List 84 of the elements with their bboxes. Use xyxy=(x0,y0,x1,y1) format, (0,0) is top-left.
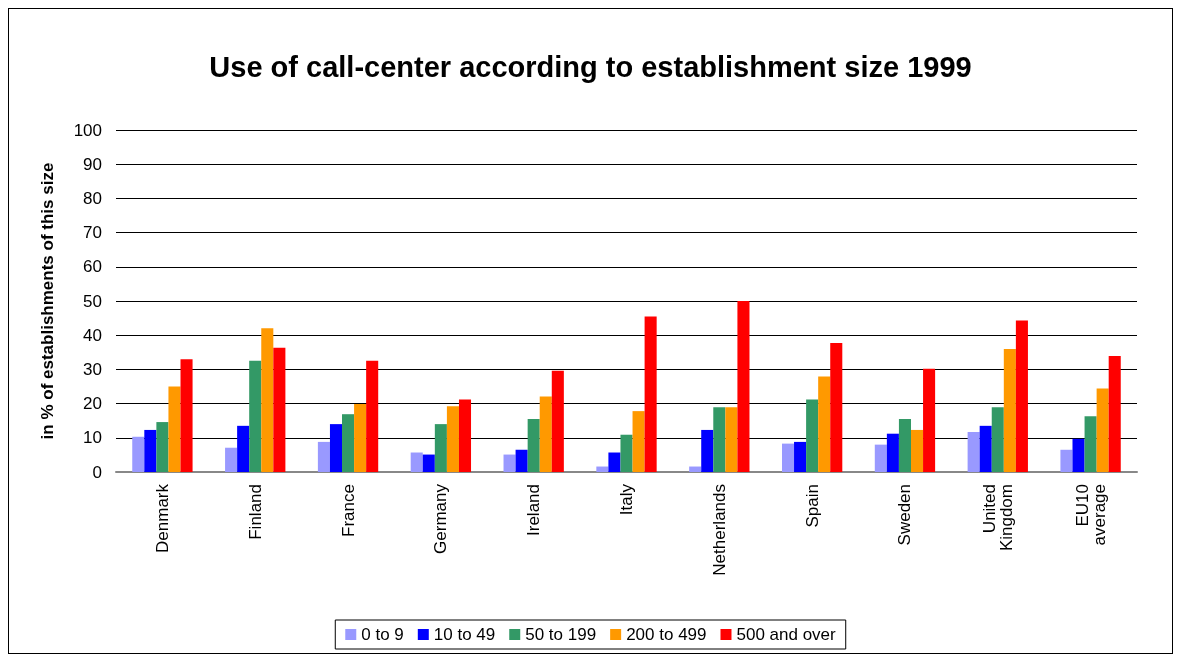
bar xyxy=(923,368,936,472)
bar xyxy=(422,454,435,472)
y-tick-label: 90 xyxy=(83,154,102,174)
x-tick-label: Italy xyxy=(617,483,636,516)
legend-label: 50 to 199 xyxy=(525,625,597,644)
bar xyxy=(898,418,911,472)
bar xyxy=(458,399,472,472)
bar xyxy=(1015,320,1028,472)
x-tick-label: Germany xyxy=(431,483,451,554)
bar xyxy=(874,444,887,472)
bar xyxy=(261,328,274,472)
bar xyxy=(725,407,738,472)
y-tick-label: 80 xyxy=(83,188,102,208)
bar xyxy=(180,359,193,472)
bar xyxy=(701,429,714,472)
bar xyxy=(608,452,621,472)
bar xyxy=(132,436,145,472)
bar xyxy=(515,449,528,472)
bar xyxy=(366,360,379,472)
bar xyxy=(446,406,459,472)
y-tick-label: 30 xyxy=(83,359,102,379)
bar xyxy=(317,441,330,472)
bar xyxy=(156,422,169,472)
legend-label: 200 to 499 xyxy=(626,625,707,644)
bar xyxy=(503,454,516,472)
legend-label: 500 and over xyxy=(736,625,837,644)
bar xyxy=(1108,356,1121,472)
bar xyxy=(689,466,702,472)
bar xyxy=(1072,438,1085,472)
bar xyxy=(168,386,181,472)
bar xyxy=(225,447,238,472)
bar xyxy=(644,316,657,472)
x-tick-label: Sweden xyxy=(895,484,915,546)
x-tick-label: United Kingdom xyxy=(979,484,1016,552)
bar xyxy=(539,396,552,472)
y-tick-label: 0 xyxy=(92,462,102,482)
legend-label: 0 to 9 xyxy=(361,625,404,644)
bar xyxy=(910,429,924,472)
x-tick-label: France xyxy=(338,484,358,537)
bar xyxy=(991,407,1004,472)
x-tick-label: Finland xyxy=(245,484,265,540)
x-tick-label: Ireland xyxy=(524,484,544,536)
bar xyxy=(967,431,980,472)
bar xyxy=(830,343,843,472)
bar xyxy=(551,370,564,472)
bar xyxy=(781,443,795,472)
y-tick-label: 10 xyxy=(83,428,102,448)
x-tick-label: Spain xyxy=(802,484,822,528)
x-tick-label: Netherlands xyxy=(709,484,729,576)
bar xyxy=(1060,449,1073,472)
legend-label: 10 to 49 xyxy=(433,625,496,644)
bar xyxy=(237,425,250,472)
y-axis-title: in % of establishments of this size xyxy=(38,162,57,440)
chart-title: Use of call-center according to establishment size 1999 xyxy=(209,50,972,83)
bar xyxy=(632,411,645,472)
bar xyxy=(713,407,726,472)
bar xyxy=(818,376,831,472)
bar xyxy=(737,301,750,472)
bar xyxy=(1003,348,1016,472)
y-tick-label: 100 xyxy=(73,120,102,140)
bar xyxy=(354,403,367,472)
y-tick-label: 70 xyxy=(83,223,102,243)
y-tick-label: 20 xyxy=(83,394,102,414)
bar xyxy=(329,424,343,472)
y-tick-label: 40 xyxy=(83,325,102,345)
bar xyxy=(794,441,807,472)
y-tick-label: 50 xyxy=(83,291,102,311)
bar xyxy=(1096,388,1109,472)
bar xyxy=(410,452,423,472)
bar xyxy=(527,418,540,472)
bar xyxy=(596,466,609,472)
bar xyxy=(806,399,819,472)
bar xyxy=(273,347,286,472)
bar xyxy=(249,360,262,472)
bar xyxy=(620,434,633,472)
bar xyxy=(886,433,899,472)
x-tick-label: Denmark xyxy=(152,483,172,553)
bar xyxy=(434,424,447,472)
bar xyxy=(144,429,157,472)
bar xyxy=(979,425,992,472)
y-tick-label: 60 xyxy=(83,257,102,277)
bar xyxy=(1084,416,1097,472)
x-tick-label: EU10 average xyxy=(1072,484,1109,546)
bar xyxy=(342,414,355,472)
